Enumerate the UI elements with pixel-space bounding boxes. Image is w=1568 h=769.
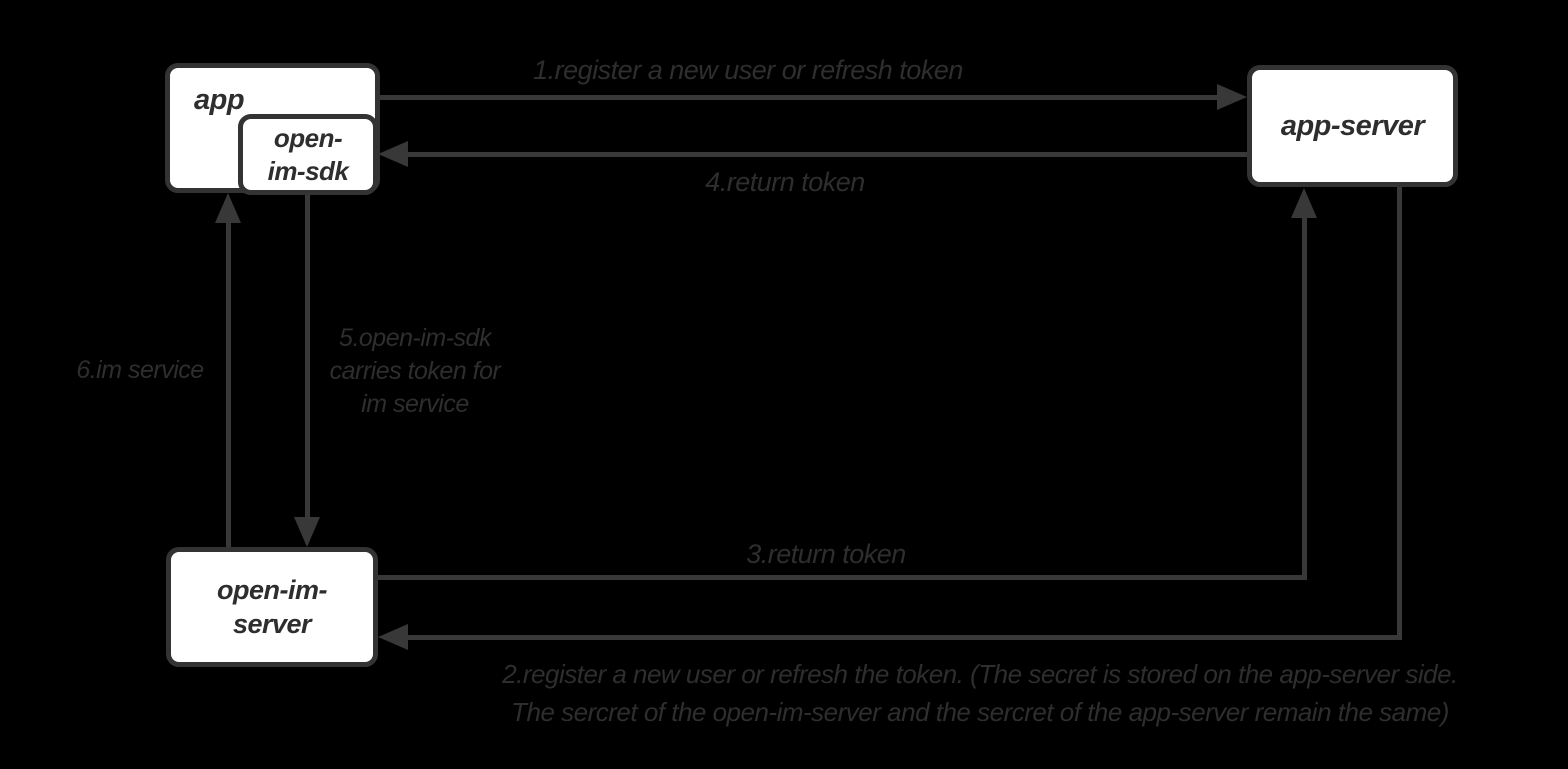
edge-5-label-line2: carries token for	[329, 357, 501, 385]
edge-3-arrowhead-icon	[1291, 188, 1317, 218]
edge-5-arrowhead-icon	[294, 517, 320, 547]
edge-5-line	[305, 195, 310, 517]
edge-1-arrowhead-icon	[1217, 84, 1247, 110]
edge-6-label: 6.im service	[76, 356, 204, 384]
edge-4-arrowhead-icon	[378, 141, 408, 167]
node-open-im-sdk: open- im-sdk	[238, 114, 378, 195]
edge-5-label-line3: im service	[361, 390, 469, 418]
node-app-server: app-server	[1247, 65, 1458, 187]
edge-2-arrowhead-icon	[378, 624, 408, 650]
edge-5-label: 5.open-im-sdk carries token for im servi…	[310, 322, 520, 421]
node-app-label: app	[194, 84, 245, 116]
edge-3-line-vertical	[1302, 218, 1307, 580]
edge-6-line	[226, 222, 231, 547]
node-open-im-sdk-label-line2: im-sdk	[267, 155, 349, 186]
edge-2-line-vertical	[1397, 187, 1402, 640]
node-open-im-server: open-im- server	[166, 547, 378, 667]
edge-1-label: 1.register a new user or refresh token	[533, 55, 963, 85]
edge-1-line	[380, 95, 1217, 100]
node-open-im-sdk-label-line1: open-	[273, 122, 343, 153]
edge-6-arrowhead-icon	[215, 193, 241, 223]
edge-2-label-line2: The sercret of the open-im-server and th…	[511, 697, 1449, 727]
edge-5-label-line1: 5.open-im-sdk	[339, 324, 491, 352]
edge-3-line-horizontal	[378, 575, 1307, 580]
node-app-server-label: app-server	[1280, 109, 1425, 142]
edge-3-label: 3.return token	[746, 539, 906, 569]
edge-2-label-line1: 2.register a new user or refresh the tok…	[502, 659, 1458, 689]
edge-2-label: 2.register a new user or refresh the tok…	[400, 655, 1560, 731]
node-open-im-server-label-line1: open-im-	[217, 575, 328, 605]
edge-2-line-horizontal	[408, 635, 1402, 640]
edge-4-label: 4.return token	[705, 167, 865, 197]
node-open-im-server-label-line2: server	[232, 609, 312, 639]
edge-4-line	[408, 152, 1247, 157]
